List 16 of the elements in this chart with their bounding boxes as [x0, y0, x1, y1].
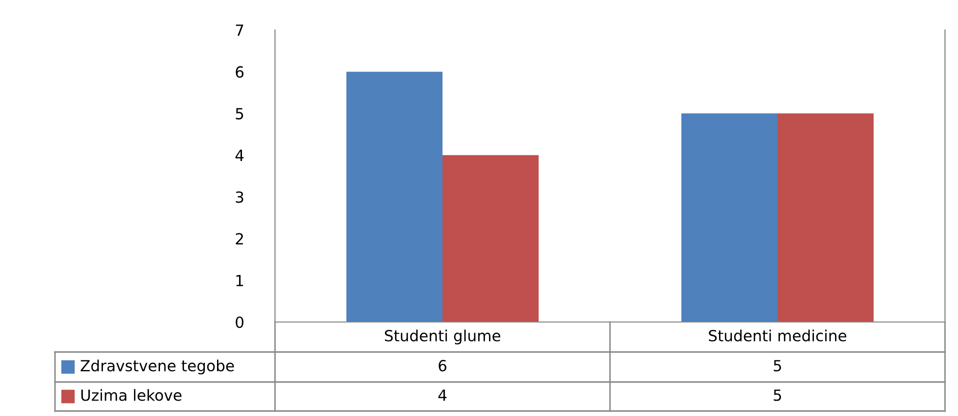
data-label: 6: [438, 360, 446, 372]
data-label: 5: [774, 360, 782, 372]
y-tick-label: 7: [236, 24, 244, 36]
y-tick-label: 0: [236, 316, 244, 328]
data-label: 5: [774, 390, 782, 401]
y-tick-label: 1: [236, 274, 244, 286]
legend-label: Uzima lekove: [81, 389, 182, 401]
y-tick-label: 4: [235, 150, 244, 161]
legend-label: Zdravstvene tegobe: [80, 360, 234, 374]
y-tick-label: 5: [236, 108, 244, 120]
x-tick-label: Studenti medicine: [708, 330, 846, 342]
y-tick-label: 2: [236, 233, 243, 244]
data-label: 4: [438, 390, 447, 401]
x-tick-label: Studenti glume: [384, 330, 500, 344]
y-tick-label: 6: [236, 66, 244, 78]
y-tick-label: 3: [236, 191, 244, 203]
